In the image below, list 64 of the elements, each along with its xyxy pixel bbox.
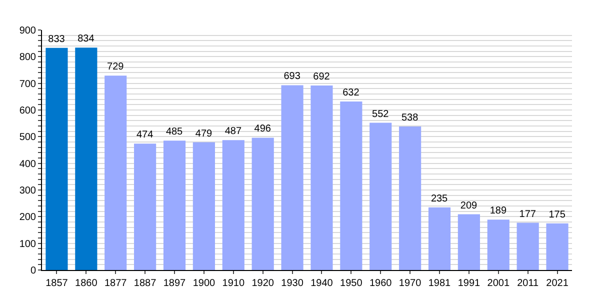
y-tick-label: 700 [19,78,36,90]
bar [487,220,510,270]
bar [370,122,392,270]
x-tick-label: 1991 [458,278,480,289]
y-tick-label: 0 [30,266,36,276]
bar [458,214,480,270]
x-tick-label: 1897 [163,278,186,289]
data-label: 479 [195,128,213,140]
data-label: 235 [430,193,448,204]
data-label: 833 [48,34,66,45]
y-tick-label: 300 [19,186,36,196]
bar [222,140,244,270]
y-tick-label: 400 [19,158,36,170]
y-tick-label: 100 [19,238,36,250]
x-tick-label: 2001 [487,278,510,289]
data-label: 538 [401,112,419,124]
data-label: 177 [519,208,536,220]
data-label: 692 [313,71,330,82]
bar [104,76,127,270]
bar [546,223,568,270]
y-tick-label: 500 [19,132,36,144]
x-tick-label: 1981 [428,278,452,289]
data-label: 485 [166,126,184,138]
x-tick-label: 2011 [517,278,540,289]
x-tick-label: 1857 [46,278,68,289]
bar [340,101,362,270]
data-label: 209 [460,200,478,212]
x-tick-label: 1930 [281,278,304,289]
x-tick-label: 1920 [252,278,274,289]
x-tick-label: 1900 [192,278,216,289]
bar [516,222,539,270]
y-tick-label: 600 [19,106,36,116]
y-tick-label: 200 [19,212,36,224]
bar [134,144,156,270]
bar [399,126,422,270]
x-tick-label: 2021 [546,278,569,289]
data-label: 552 [372,108,390,120]
bar [428,207,451,270]
data-label: 496 [254,124,272,135]
x-tick-label: 1950 [340,278,363,289]
data-label: 175 [548,209,566,220]
x-tick-label: 1877 [104,278,128,289]
bar [75,48,98,270]
data-label: 487 [224,126,242,138]
bar [192,142,215,270]
x-tick-label: 1887 [134,278,157,289]
bar [163,140,186,270]
data-label: 189 [490,206,507,217]
y-tick-label: 800 [19,52,36,64]
data-label: 693 [284,71,301,82]
data-label: 474 [136,130,154,141]
bar [281,85,304,270]
bar [46,48,68,270]
bar [310,85,333,270]
x-tick-label: 1860 [75,278,98,289]
data-label: 834 [78,34,95,45]
x-tick-label: 1910 [222,278,245,289]
y-tick-label: 900 [19,26,36,36]
x-tick-label: 1940 [310,278,334,289]
data-label: 632 [342,87,360,98]
bar [252,138,274,270]
data-label: 729 [107,62,124,73]
x-tick-label: 1960 [369,278,392,289]
x-tick-label: 1970 [398,278,422,289]
